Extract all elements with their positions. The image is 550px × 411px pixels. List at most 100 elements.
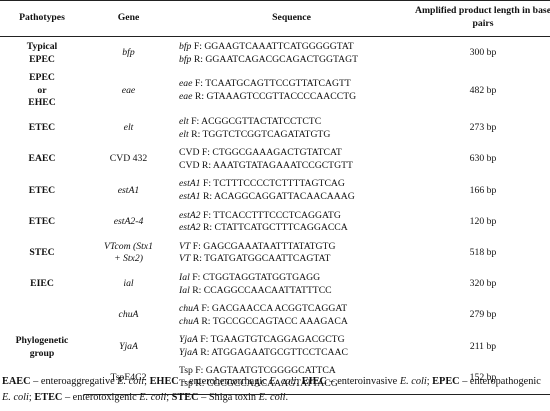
- gene-cell: ial: [84, 268, 173, 299]
- pathotype-cell: Typical EPEC: [0, 37, 84, 69]
- gene-cell: eae: [84, 68, 173, 112]
- primer-line: VT F: GAGCGAAATAATTTATATGTG: [179, 241, 404, 254]
- header-row: Pathotypes Gene Sequence Amplified produ…: [0, 0, 550, 37]
- gene-line: + Stx2): [114, 253, 143, 265]
- gene-line: TspE4C2: [110, 371, 147, 383]
- primer-tag: eae: [179, 91, 193, 103]
- primer-tag: chuA: [179, 303, 199, 315]
- primer-line: VT R: TGATGATGGCAATTCAGTAT: [179, 253, 404, 266]
- primer-sequence: R: AAATGTATAGAAATCCGCTGTT: [199, 159, 353, 171]
- primer-tag: elt: [179, 115, 189, 127]
- gene-cell: TspE4C2: [84, 361, 173, 395]
- pathotype-line: ETEC: [28, 184, 56, 196]
- gene-cell: elt: [84, 112, 173, 143]
- abbrev-separator: ;: [166, 392, 172, 403]
- gene-cell: bfp: [84, 37, 173, 69]
- primer-tag: elt: [179, 128, 189, 140]
- length-cell: 120 bp: [469, 215, 497, 227]
- primer-line: Tsp R: CGCGCCAACAAAGTATTACG: [179, 378, 404, 391]
- gene-line: estA2-4: [113, 215, 144, 227]
- length-cell: 320 bp: [469, 278, 497, 290]
- primer-sequence: F: CTGGCGAAAGACTGTATCAT: [199, 147, 342, 159]
- primer-line: YjaA F: TGAAGTGTCAGGAGACGCTG: [179, 334, 404, 347]
- abbrev-organism: E. coli: [139, 392, 167, 403]
- length-cell: 300 bp: [469, 47, 497, 59]
- gene-cell: estA2-4: [84, 206, 173, 237]
- length-cell: 211 bp: [469, 340, 497, 352]
- primer-line: bfp F: GGAAGTCAAATTCATGGGGGTAT: [179, 41, 404, 54]
- pathotype-cell: ETEC: [0, 112, 84, 143]
- primer-line: CVD F: CTGGCGAAAGACTGTATCAT: [179, 147, 404, 160]
- abbrev-term: ETEC: [34, 392, 63, 403]
- pathotype-cell: EPEC or EHEC: [0, 68, 84, 112]
- length-cell: 630 bp: [469, 153, 497, 165]
- primer-tag: bfp: [179, 53, 192, 65]
- gene-line: estA1: [117, 184, 140, 196]
- primer-line: elt R: TGGTCTCGGTCAGATATGTG: [179, 129, 404, 142]
- primer-line: estA2 R: CTATTCATGCTTTCAGGACCA: [179, 222, 404, 235]
- length-cell: 518 bp: [469, 247, 497, 259]
- abbrev-definition: – enterotoxigenic: [62, 392, 140, 403]
- primer-sequence: R: TGGTCTCGGTCAGATATGTG: [188, 128, 331, 140]
- pathotype-cell: ETEC: [0, 174, 84, 205]
- pathotype-line: group: [29, 347, 55, 359]
- abbrev-term: EIEC: [301, 376, 327, 387]
- abbrev-organism: E. coli: [2, 392, 29, 403]
- pathotype-cell: STEC: [0, 237, 84, 268]
- primer-sequence: F: ACGGCGTTACTATCCTCTC: [188, 115, 322, 127]
- abbrev-term: EAEC: [2, 376, 31, 387]
- sequence-cell: Ial F: CTGGTAGGTATGGTGAGG Ial R: CCAGGCCA…: [173, 268, 406, 299]
- abbrev-separator: ;: [144, 376, 150, 387]
- length-cell: 279 bp: [469, 309, 497, 321]
- primer-sequence: R: GTAAAGTCCGTTACCCCAACCTG: [192, 91, 357, 103]
- primer-tag: Ial: [179, 271, 190, 283]
- primer-line: Tsp F: GAGTAATGTCGGGGCATTCA: [179, 365, 404, 378]
- gene-cell: VTcom (Stx1 + Stx2): [84, 237, 173, 268]
- primer-line: YjaA R: ATGGAGAATGCGTTCCTCAAC: [179, 347, 404, 360]
- pathotype-cell: EAEC: [0, 143, 84, 174]
- primer-line: elt F: ACGGCGTTACTATCCTCTC: [179, 116, 404, 129]
- primer-table: Pathotypes Gene Sequence Amplified produ…: [0, 0, 550, 395]
- primer-sequence: F: TCTTTCCCCTCTTTTAGTCAG: [200, 178, 345, 190]
- length-cell: 482 bp: [469, 84, 497, 96]
- primer-sequence: F: CTGGTAGGTATGGTGAGG: [189, 271, 321, 283]
- gene-line: CVD 432: [109, 153, 148, 165]
- primer-sequence: F: GACGAACCA ACGGTCAGGAT: [198, 303, 348, 315]
- gene-line: VTcom (Stx1: [104, 240, 153, 252]
- primer-tag: chuA: [179, 315, 199, 327]
- abbrev-separator: ;: [28, 392, 35, 403]
- sequence-cell: chuA F: GACGAACCA ACGGTCAGGAT chuA R: TGC…: [173, 299, 406, 330]
- gene-cell: YjaA: [84, 330, 173, 361]
- sequence-cell: eae F: TCAATGCAGTTCCGTTATCAGTT eae R: GTA…: [173, 68, 406, 112]
- primer-sequence: F: TGAAGTGTCAGGAGACGCTG: [197, 334, 345, 346]
- primer-line: eae F: TCAATGCAGTTCCGTTATCAGTT: [179, 78, 404, 91]
- pathotype-line: EPEC: [29, 72, 55, 84]
- pathotype-line: EHEC: [28, 97, 56, 109]
- pathotype-line: EPEC: [29, 53, 55, 65]
- sequence-cell: YjaA F: TGAAGTGTCAGGAGACGCTG YjaA R: ATGG…: [173, 330, 406, 361]
- pathotype-line: EIEC: [30, 278, 54, 290]
- primer-sequence: R: ATGGAGAATGCGTTCCTCAAC: [197, 346, 349, 358]
- abbrev-term: EPEC: [432, 376, 460, 387]
- primer-sequence: R: ACAGGCAGGATTACAACAAAG: [200, 190, 355, 202]
- primer-tag: Tsp: [179, 365, 193, 377]
- abbrev-definition: – enteroinvasive: [326, 376, 400, 387]
- sequence-cell: Tsp F: GAGTAATGTCGGGGCATTCA Tsp R: CGCGCC…: [173, 361, 406, 395]
- primer-tag: estA1: [179, 190, 201, 202]
- pathotype-line: ETEC: [28, 122, 56, 134]
- pathotype-line: STEC: [29, 247, 55, 259]
- gene-cell: estA1: [84, 174, 173, 205]
- table-body: Typical EPEC bfp bfp F: GGAAGTCAAATTCATGGGG…: [0, 37, 550, 395]
- header-sequence: Sequence: [173, 0, 406, 37]
- primer-tag: estA2: [179, 222, 201, 234]
- primer-sequence: F: GAGTAATGTCGGGGCATTCA: [192, 365, 336, 377]
- abbrev-organism: E. coli: [399, 376, 427, 387]
- abbrev-term: STEC: [171, 392, 199, 403]
- primer-tag: eae: [179, 78, 193, 90]
- table-row: YjaA YjaA F: TGAAGTGTCAGGAGACGCTG YjaA R: …: [0, 330, 550, 361]
- primer-tag: YjaA: [179, 346, 198, 358]
- pathotype-line: Typical: [26, 41, 58, 52]
- primer-tag: estA2: [179, 209, 201, 221]
- primer-tag: Tsp: [179, 378, 193, 390]
